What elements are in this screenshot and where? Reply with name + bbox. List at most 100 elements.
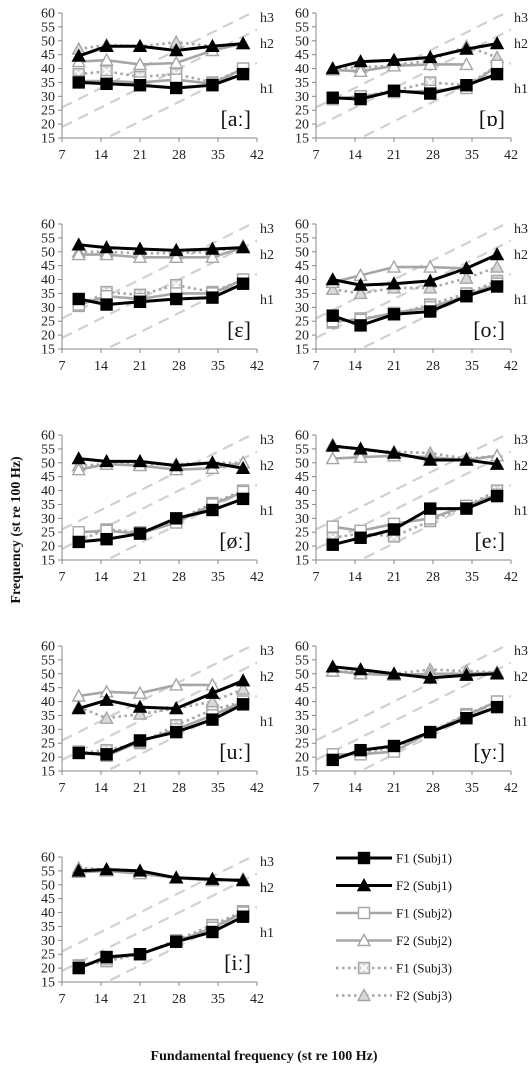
series-line-f2s3 <box>332 44 498 70</box>
y-tick-label: 60 <box>295 429 309 444</box>
y-tick-label: 20 <box>41 751 55 766</box>
series-line-f2s1 <box>332 665 498 680</box>
data-point-f2s1 <box>353 54 368 68</box>
data-point-f1s1 <box>100 298 113 311</box>
x-tick-label: 28 <box>172 570 186 585</box>
data-point-f2s2 <box>423 259 438 273</box>
data-point-f2s1 <box>235 36 251 50</box>
data-point-f2s1 <box>325 61 340 75</box>
y-tick-label: 60 <box>41 218 55 233</box>
harmonic-label-h1: h1 <box>260 82 274 97</box>
data-point-f1s3-cross <box>102 67 111 76</box>
series-line-f2s1 <box>78 867 244 883</box>
x-tick-label: 14 <box>348 570 362 585</box>
data-point-f1s1 <box>170 512 183 525</box>
harmonic-label-h1: h1 <box>514 82 528 97</box>
harmonic-label-h3: h3 <box>514 644 528 659</box>
data-point-f1s1 <box>424 502 437 515</box>
x-tick-label: 7 <box>313 148 320 163</box>
series-group <box>71 673 251 762</box>
y-tick-label: 30 <box>295 301 309 316</box>
y-tick-label: 60 <box>41 851 55 866</box>
legend-label-f1s2: F1 (Subj2) <box>396 906 452 921</box>
y-tick-label: 15 <box>41 132 55 147</box>
y-tick-label: 60 <box>41 429 55 444</box>
y-tick-label: 60 <box>41 640 55 655</box>
y-tick-label: 55 <box>295 231 309 246</box>
harmonic-h3-line <box>62 435 254 531</box>
y-tick-label: 25 <box>295 737 309 752</box>
harmonic-label-h3: h3 <box>514 433 528 448</box>
data-point-f1s1 <box>100 950 113 964</box>
data-point-f1s1 <box>72 535 85 549</box>
data-point-f2s1 <box>386 52 402 66</box>
x-tick-label: 42 <box>250 148 264 163</box>
x-axis-title: Fundamental frequency (st re 100 Hz) <box>151 1049 378 1064</box>
x-tick-label: 35 <box>211 359 225 374</box>
x-tick-label: 21 <box>133 359 147 374</box>
data-point-f1s1 <box>354 92 367 106</box>
data-point-f2s3 <box>459 270 474 284</box>
x-tick-label: 21 <box>387 781 401 796</box>
data-point-f2s2 <box>99 52 114 66</box>
data-point-f2s1 <box>423 670 438 684</box>
harmonic-lines <box>316 646 511 771</box>
harmonic-label-h2: h2 <box>260 248 274 263</box>
y-tick-label: 50 <box>41 667 55 682</box>
y-tick-label: 15 <box>295 132 309 147</box>
x-tick-label: 35 <box>211 781 225 796</box>
data-point-f1s1 <box>236 67 250 81</box>
harmonic-h3-line <box>62 646 254 742</box>
x-tick-label: 42 <box>504 148 518 163</box>
data-point-f1s1 <box>387 84 401 97</box>
data-point-f2s2 <box>169 55 184 69</box>
data-point-f2s1 <box>132 241 148 255</box>
y-tick-label: 30 <box>295 723 309 738</box>
legend-label-f1s1: F1 (Subj1) <box>396 851 452 866</box>
data-point-f1s1 <box>490 67 504 81</box>
x-tick-label: 21 <box>387 570 401 585</box>
y-tick-label: 45 <box>295 681 309 696</box>
y-tick-label: 60 <box>295 218 309 233</box>
harmonic-label-h2: h2 <box>260 670 274 685</box>
data-point-f2s1 <box>353 662 368 676</box>
data-point-f1s1 <box>490 489 504 503</box>
y-tick-label: 55 <box>41 442 55 457</box>
harmonic-h3-line <box>62 224 254 320</box>
y-tick-label: 40 <box>41 62 55 77</box>
series-group <box>325 437 505 551</box>
data-point-f1s1 <box>236 277 250 290</box>
y-tick-label: 40 <box>41 273 55 288</box>
y-tick-label: 20 <box>295 329 309 344</box>
data-point-f2s1 <box>169 870 184 884</box>
data-point-f1s1 <box>133 948 147 961</box>
harmonic-h3-line <box>316 646 508 742</box>
harmonic-label-h3: h3 <box>260 11 274 26</box>
y-tick-label: 35 <box>41 709 55 724</box>
data-point-f2s1 <box>459 260 474 275</box>
y-tick-label: 50 <box>41 34 55 49</box>
x-tick-label: 28 <box>172 148 186 163</box>
legend-label-f1s3: F1 (Subj3) <box>396 961 452 976</box>
y-tick-label: 60 <box>295 640 309 655</box>
y-tick-label: 35 <box>41 920 55 935</box>
x-tick-label: 42 <box>504 781 518 796</box>
data-point-f2s1 <box>99 862 114 876</box>
data-point-f1s1 <box>460 502 473 515</box>
legend-label-f2s3: F2 (Subj3) <box>396 988 452 1003</box>
y-tick-label: 35 <box>41 287 55 302</box>
data-point-f1s1 <box>206 291 219 304</box>
series-line-f2s1 <box>78 457 244 470</box>
vowel-label: [eː] <box>474 528 505 553</box>
x-tick-label: 21 <box>133 781 147 796</box>
y-axis-title: Frequency (st re 100 Hz) <box>9 456 24 604</box>
y-tick-label: 30 <box>41 90 55 105</box>
data-point-f2s1 <box>235 460 251 475</box>
data-point-f1s1 <box>424 305 437 318</box>
